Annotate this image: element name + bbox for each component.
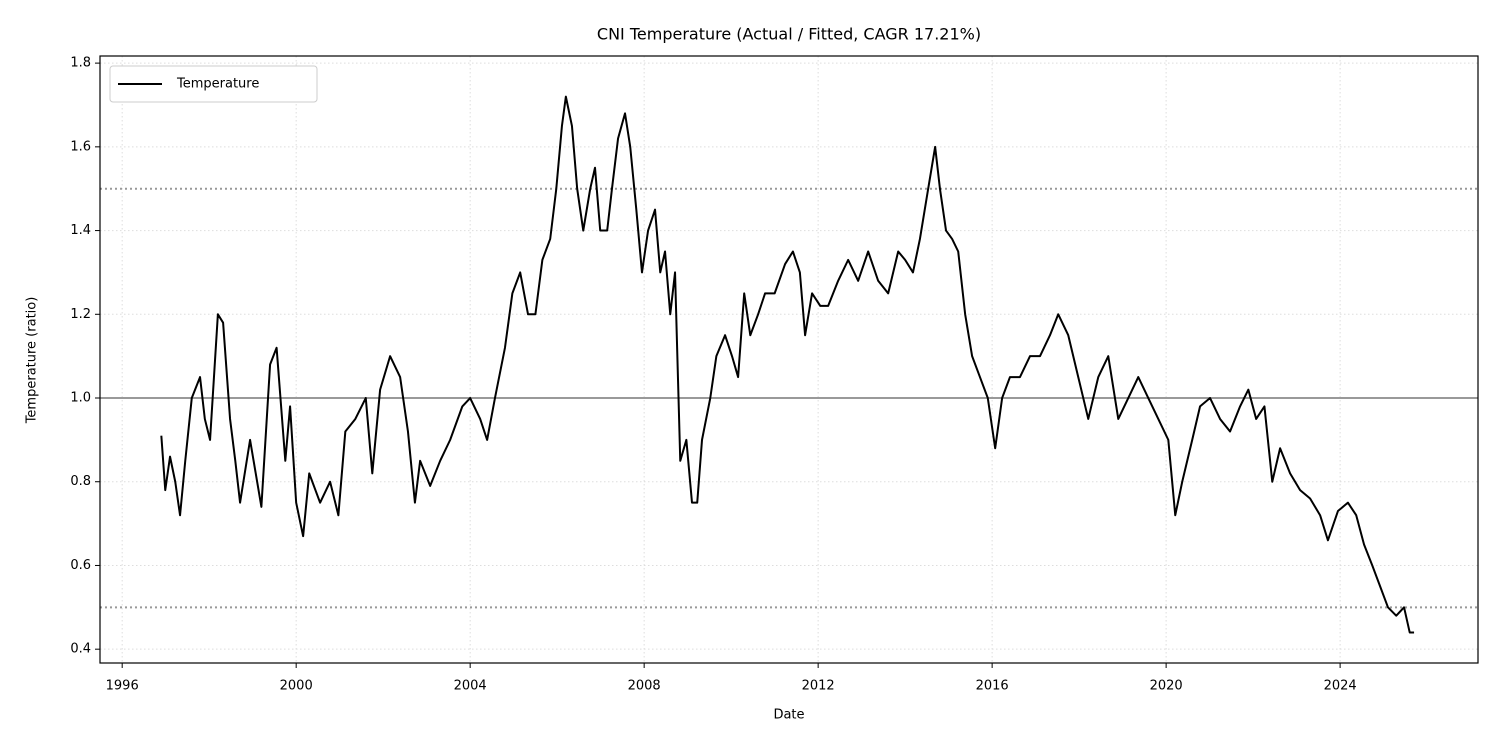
y-tick-label: 1.8 (70, 56, 91, 71)
y-tick-label: 1.0 (70, 391, 91, 406)
x-tick-label: 2000 (280, 679, 313, 694)
y-tick-label: 0.8 (70, 474, 91, 489)
x-tick-label: 2008 (628, 679, 661, 694)
legend-label: Temperature (176, 77, 259, 92)
x-tick-label: 2024 (1324, 679, 1357, 694)
y-tick-label: 0.4 (70, 642, 91, 657)
x-tick-label: 1996 (106, 679, 139, 694)
x-axis-label: Date (773, 708, 804, 723)
y-tick-label: 1.6 (70, 139, 91, 154)
data-line (160, 95, 1415, 634)
y-tick-label: 1.4 (70, 223, 91, 238)
x-tick-label: 2004 (454, 679, 487, 694)
x-tick-label: 2012 (802, 679, 835, 694)
x-tick-label: 2020 (1150, 679, 1183, 694)
legend-box (109, 65, 318, 103)
y-tick-label: 1.2 (70, 307, 91, 322)
y-axis-label: Temperature (ratio) (25, 297, 40, 425)
y-tick-label: 0.6 (70, 558, 91, 573)
chart-title: CNI Temperature (Actual / Fitted, CAGR 1… (597, 25, 981, 44)
x-tick-label: 2016 (976, 679, 1009, 694)
plot-frame (99, 55, 1479, 664)
